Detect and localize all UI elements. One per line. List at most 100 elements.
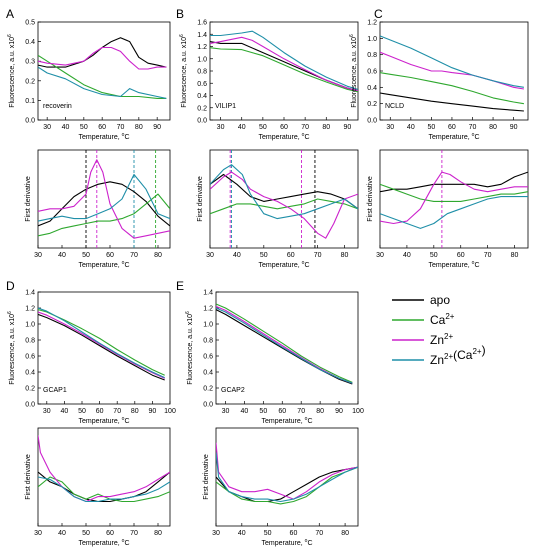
x-tick-label: 50 <box>430 252 438 259</box>
y-tick-label: 1.6 <box>197 20 207 27</box>
x-tick-label: 30 <box>222 408 230 415</box>
x-tick-label: 40 <box>403 252 411 259</box>
x-tick-label: 70 <box>469 124 477 131</box>
x-tick-label: 80 <box>489 124 497 131</box>
x-tick-label: 100 <box>352 408 364 415</box>
y-axis-label: First derivative <box>203 454 210 500</box>
legend: apo Ca2+ Zn2+Zn2+(Ca2+) <box>392 293 486 367</box>
series-line-znca <box>38 173 170 222</box>
series-line-znca <box>38 307 165 379</box>
chart-C-top: 30 40 50 60 70 80 90 0.0 0.2 0.4 0.6 0.8 1.0 1.2 Tempe… <box>349 7 529 141</box>
y-tick-label: 0.4 <box>25 39 35 46</box>
series-line-znca <box>38 66 167 99</box>
x-tick-label: 60 <box>457 252 465 259</box>
x-tick-label: 70 <box>117 124 125 131</box>
chart-D-top: 30 40 50 60 70 80 90 100 0.0 0.2 0.4 0.6 0.8 1.0 1.2 1.… <box>6 279 176 425</box>
x-tick-label: 50 <box>80 124 88 131</box>
x-axis-label: Temperature, oC <box>261 538 312 547</box>
x-axis-label: Temperature, oC <box>428 260 479 269</box>
x-tick-label: 60 <box>106 530 114 537</box>
series-line-znca <box>380 196 528 229</box>
y-tick-label: 0.0 <box>197 118 207 125</box>
x-tick-label: 80 <box>316 408 324 415</box>
y-tick-label: 1.2 <box>197 44 207 51</box>
x-tick-label: 90 <box>153 124 161 131</box>
x-axis-label: Temperature, oC <box>428 132 479 141</box>
legend-label-znca: Zn2+(Ca2+) <box>430 343 486 367</box>
y-axis-label: Fluorescence, a.u. x106 <box>7 311 16 385</box>
y-tick-label: 1.4 <box>203 290 213 297</box>
series-line-zn <box>380 171 528 225</box>
chart-D-bottom: 30 40 50 60 70 80 Temperature, oC First derivat… <box>25 427 171 547</box>
x-tick-label: 50 <box>259 124 267 131</box>
protein-label: VILIP1 <box>215 103 236 110</box>
series-line-znca <box>38 476 170 503</box>
x-axis-label: Temperature, oC <box>78 132 129 141</box>
x-tick-label: 30 <box>34 530 42 537</box>
x-tick-label: 30 <box>376 252 384 259</box>
x-tick-label: 60 <box>278 408 286 415</box>
series-line-ca <box>38 193 170 237</box>
x-tick-label: 70 <box>113 408 121 415</box>
series-line-apo <box>380 92 524 112</box>
y-tick-label: 0.6 <box>203 354 213 361</box>
series-line-znca <box>380 35 524 88</box>
x-tick-label: 60 <box>287 252 295 259</box>
series-line-apo <box>38 313 165 381</box>
plot-frame <box>37 427 171 527</box>
series-line-zn <box>38 311 165 379</box>
x-tick-label: 40 <box>233 252 241 259</box>
panel-letter: B <box>176 7 184 21</box>
plot-frame <box>209 149 359 249</box>
y-tick-label: 0.3 <box>25 59 35 66</box>
x-tick-label: 40 <box>61 408 69 415</box>
x-tick-label: 80 <box>154 252 162 259</box>
x-tick-label: 50 <box>82 530 90 537</box>
x-tick-label: 90 <box>510 124 518 131</box>
y-axis-label: First derivative <box>197 176 204 222</box>
series-line-zn <box>210 36 358 92</box>
series-line-ca <box>38 476 170 503</box>
x-axis-label: Temperature, oC <box>258 132 309 141</box>
x-tick-label: 60 <box>98 124 106 131</box>
x-tick-label: 70 <box>484 252 492 259</box>
panel-letter: A <box>6 7 14 21</box>
y-axis-label: Fluorescence, a.u. x106 <box>7 34 16 108</box>
x-tick-label: 80 <box>131 408 139 415</box>
y-axis-label: Fluorescence, a.u. x106 <box>179 34 188 108</box>
chart-B-bottom: 30 40 50 60 70 80 Temperature, oC First derivat… <box>197 149 359 269</box>
series-line-ca <box>216 303 353 383</box>
x-tick-label: 30 <box>386 124 394 131</box>
protein-label: GCAP1 <box>43 387 67 394</box>
x-tick-label: 60 <box>106 252 114 259</box>
x-tick-label: 50 <box>82 252 90 259</box>
y-tick-label: 1.4 <box>25 290 35 297</box>
y-tick-label: 0.8 <box>25 338 35 345</box>
y-tick-label: 0.2 <box>197 105 207 112</box>
chart-A-bottom: 30 40 50 60 70 80 Temperature, oC First derivat… <box>25 149 171 269</box>
legend-label-apo: apo <box>430 293 450 307</box>
plot-frame <box>37 21 171 121</box>
x-tick-label: 50 <box>259 408 267 415</box>
series-line-zn <box>38 46 167 70</box>
y-tick-label: 1.2 <box>25 306 35 313</box>
y-tick-label: 0.4 <box>203 370 213 377</box>
y-tick-label: 0.1 <box>25 98 35 105</box>
x-axis-label: Temperature, oC <box>78 260 129 269</box>
series-line-znca <box>216 307 353 384</box>
series-line-znca <box>210 164 358 220</box>
series-line-ca <box>380 72 524 105</box>
y-axis-label: Fluorescence, a.u. x106 <box>349 34 358 108</box>
x-tick-label: 40 <box>238 124 246 131</box>
y-tick-label: 0.6 <box>367 69 377 76</box>
y-tick-label: 1.0 <box>367 36 377 43</box>
y-axis-label: First derivative <box>25 176 32 222</box>
series-line-zn <box>380 51 524 90</box>
x-tick-label: 90 <box>149 408 157 415</box>
x-tick-label: 90 <box>335 408 343 415</box>
y-tick-label: 1.2 <box>367 20 377 27</box>
y-tick-label: 1.0 <box>25 322 35 329</box>
y-axis-label: First derivative <box>367 176 374 222</box>
x-tick-label: 60 <box>448 124 456 131</box>
x-tick-label: 70 <box>315 530 323 537</box>
